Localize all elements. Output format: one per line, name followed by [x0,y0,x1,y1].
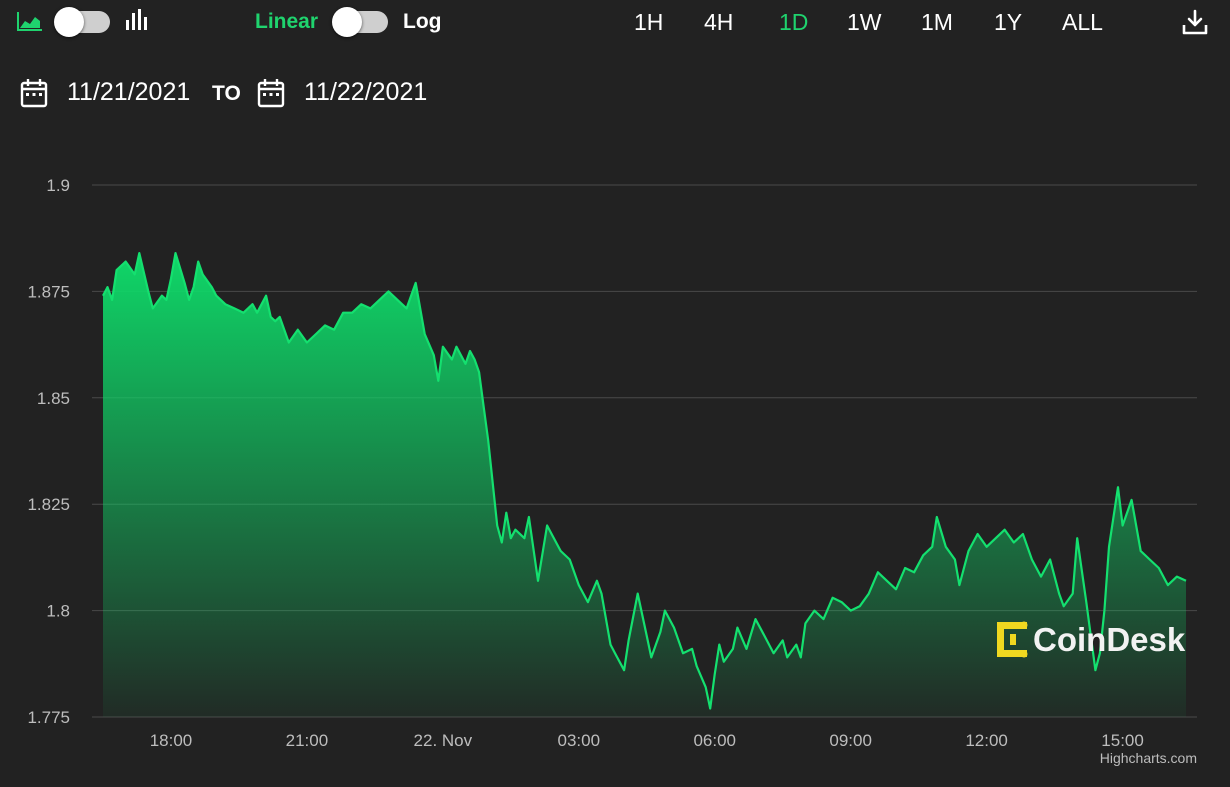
log-scale-label[interactable]: Log [403,10,442,33]
download-icon[interactable] [1181,8,1209,36]
date-to[interactable]: 11/22/2021 [304,78,428,106]
x-axis-labels: 18:00 21:00 22. Nov 03:00 06:00 09:00 12:00 15:… [150,731,1144,750]
range-button-1y[interactable]: 1Y [994,9,1023,35]
range-button-1d[interactable]: 1D [779,9,809,35]
chart-type-toggle[interactable] [54,7,110,37]
x-tick-label: 21:00 [286,731,329,750]
x-tick-label: 22. Nov [414,731,473,750]
y-tick-label: 1.825 [27,495,70,514]
y-tick-label: 1.85 [37,389,70,408]
area-chart-icon[interactable] [16,10,44,32]
y-tick-label: 1.875 [27,282,70,301]
bar-chart-icon[interactable] [125,8,147,32]
range-button-all[interactable]: ALL [1062,9,1103,35]
x-tick-label: 03:00 [558,731,601,750]
date-range: 11/21/2021 TO 11/22/2021 [0,74,600,114]
coindesk-logo-icon [997,621,1028,658]
coindesk-watermark: CoinDesk [997,621,1186,658]
y-tick-label: 1.8 [46,602,70,621]
y-axis-labels: 1.775 1.8 1.825 1.85 1.875 1.9 [27,176,70,727]
range-button-1w[interactable]: 1W [847,9,882,35]
x-tick-label: 18:00 [150,731,193,750]
calendar-icon[interactable] [20,78,48,108]
watermark-text: CoinDesk [1033,621,1186,658]
x-tick-label: 09:00 [829,731,872,750]
series-area [103,253,1186,717]
calendar-icon[interactable] [257,78,285,108]
highcharts-credits[interactable]: Highcharts.com [1100,750,1197,766]
y-tick-label: 1.9 [46,176,70,195]
date-to-label: TO [212,82,241,105]
linear-scale-label[interactable]: Linear [255,10,319,33]
y-tick-label: 1.775 [27,708,70,727]
scale-toggle[interactable] [332,7,388,37]
range-button-1h[interactable]: 1H [634,9,664,35]
date-from[interactable]: 11/21/2021 [67,78,191,106]
x-tick-label: 15:00 [1101,731,1144,750]
chart-type-toggle-knob [54,7,84,37]
series-line[interactable] [102,252,1187,710]
scale-toggle-knob [332,7,362,37]
range-button-1m[interactable]: 1M [921,9,953,35]
x-tick-label: 06:00 [693,731,736,750]
range-button-4h[interactable]: 4H [704,9,734,35]
x-tick-label: 12:00 [965,731,1008,750]
chart-toolbar: Linear Log 1H 4H 1D 1W 1M 1Y ALL [0,0,1230,46]
